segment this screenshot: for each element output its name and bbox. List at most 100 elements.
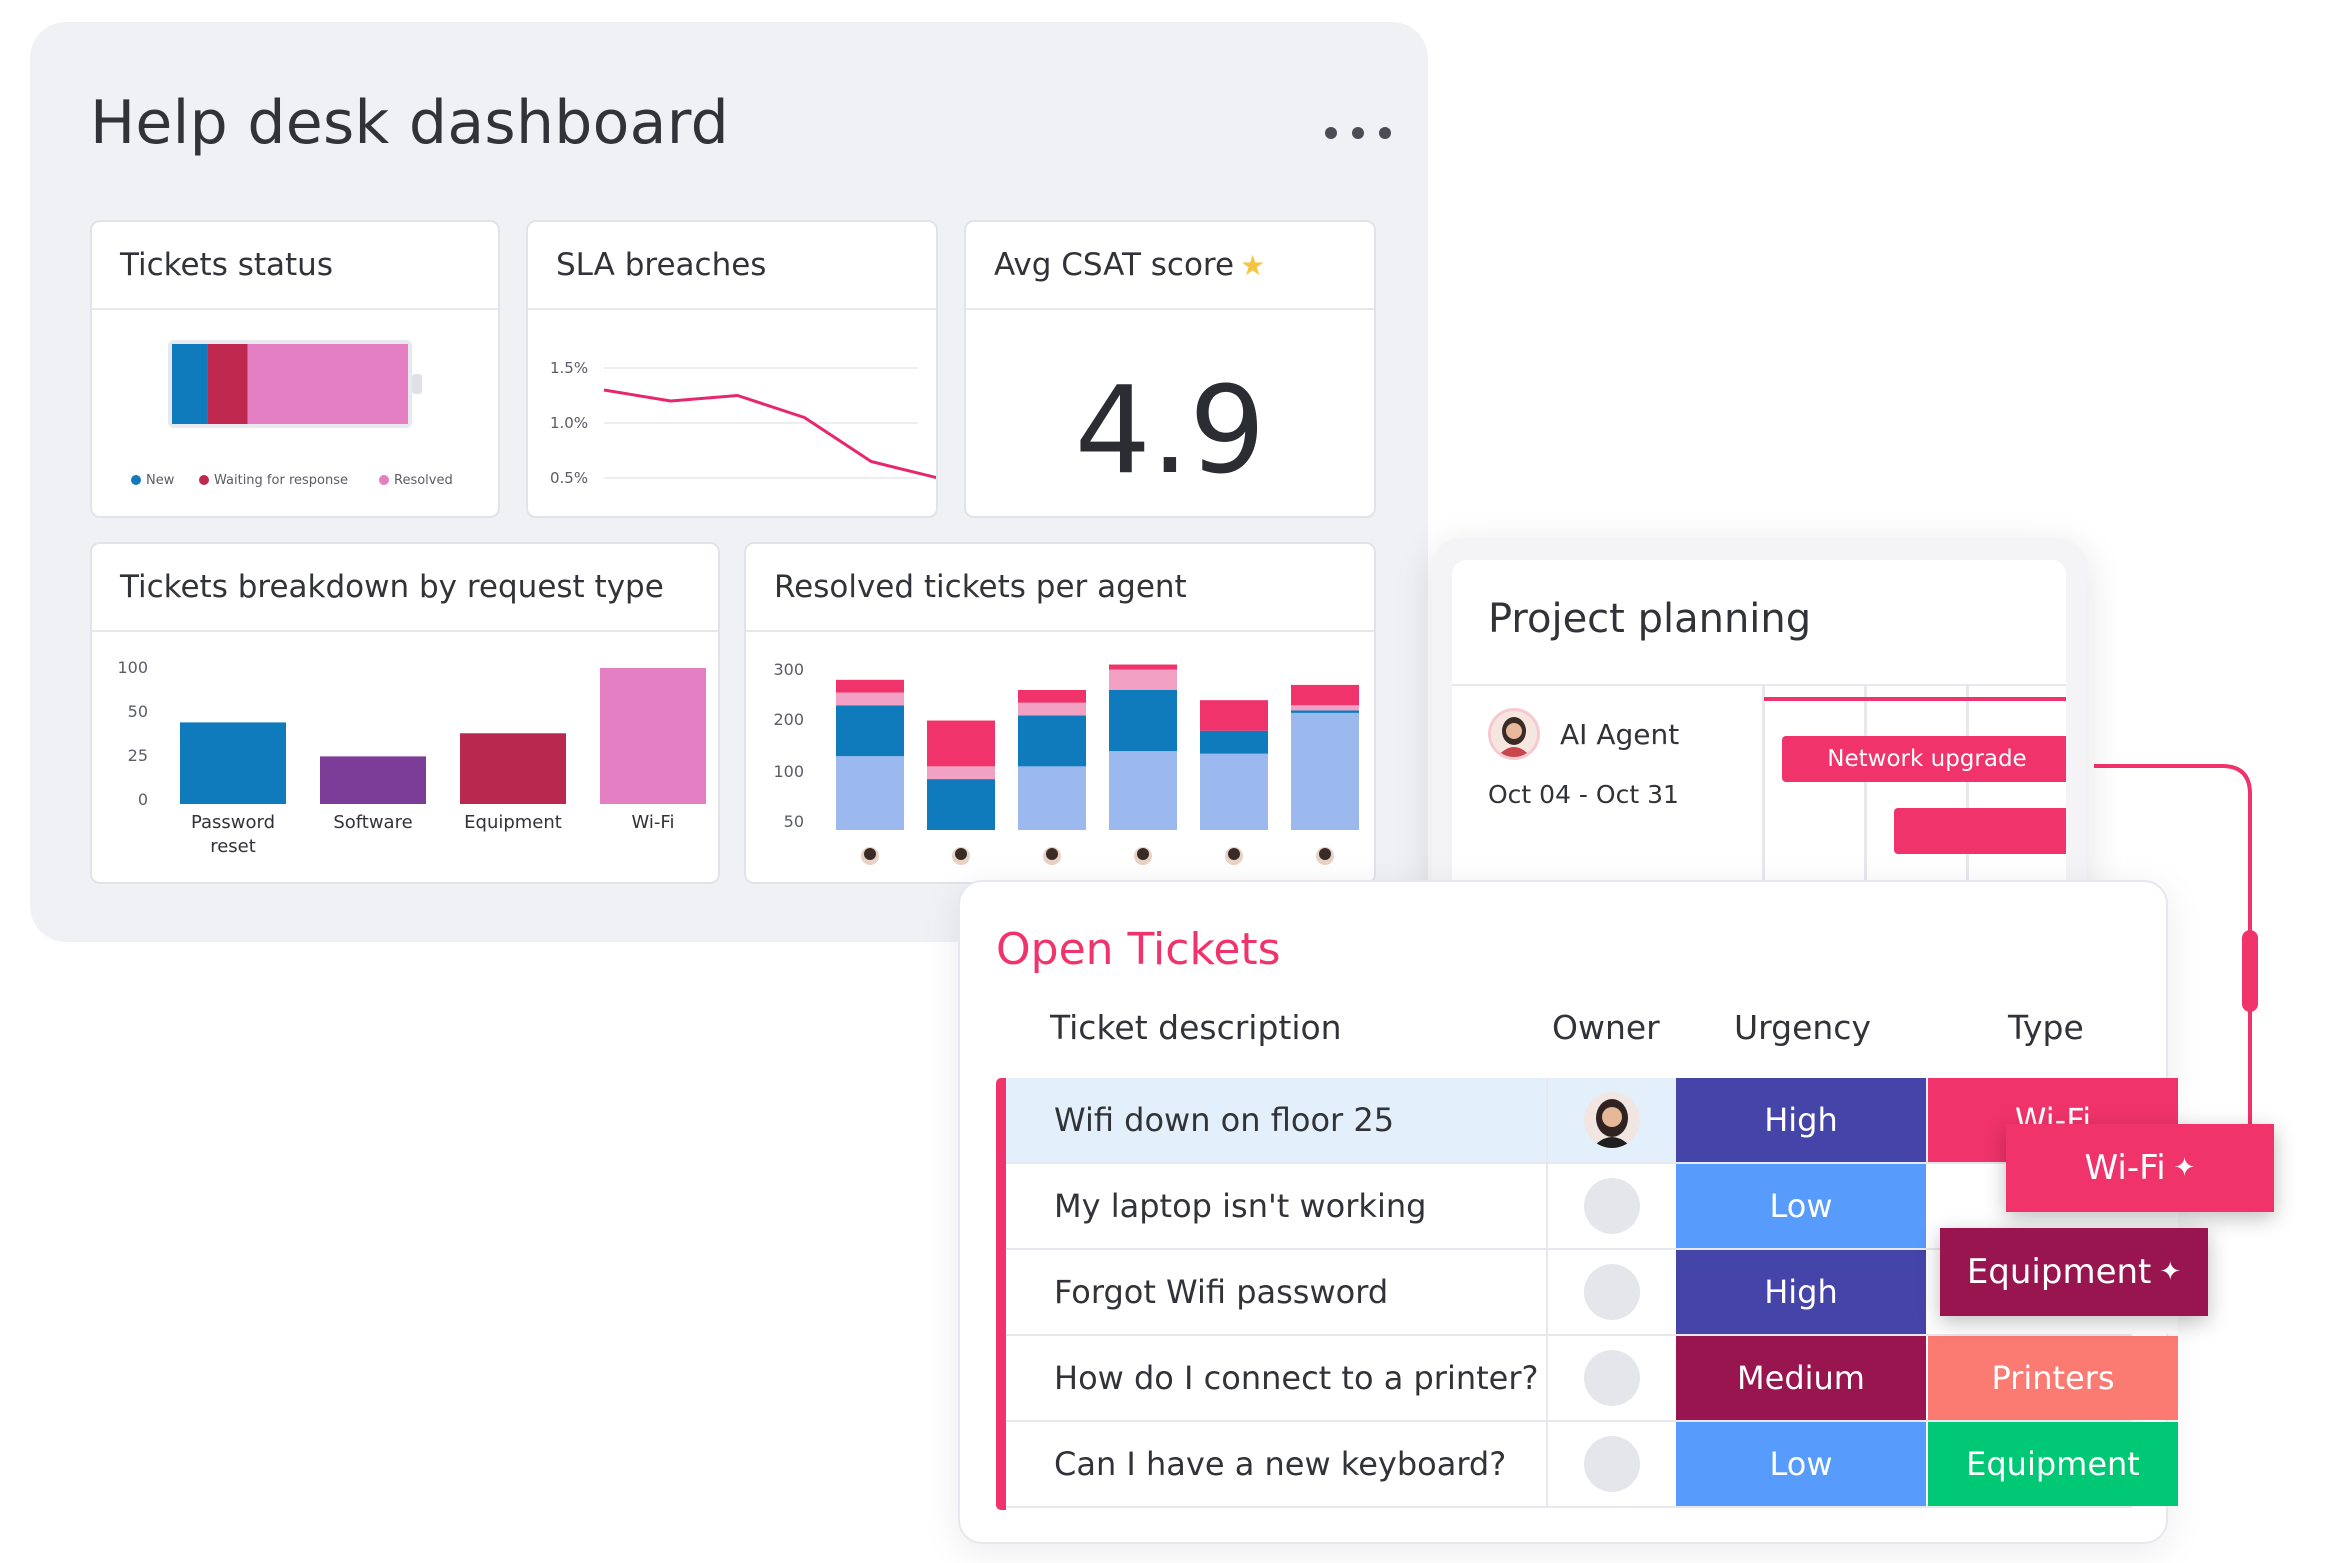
gantt-bar[interactable]: [1894, 808, 2066, 854]
owner-cell[interactable]: [1546, 1336, 1676, 1420]
bar: [320, 756, 426, 804]
gantt-bar-network-upgrade[interactable]: Network upgrade: [1782, 736, 2066, 782]
card-title: Tickets status: [92, 222, 498, 310]
urgency-status[interactable]: Medium: [1676, 1336, 1926, 1420]
agent-avatar-hair: [955, 848, 967, 860]
legend-label: Waiting for response: [214, 473, 348, 488]
stacked-segment: [836, 756, 904, 830]
ticket-description[interactable]: How do I connect to a printer?: [1054, 1359, 1539, 1397]
table-row[interactable]: Can I have a new keyboard? Low Equipment: [1006, 1422, 2178, 1508]
column-header-description[interactable]: Ticket description: [1050, 1008, 1342, 1047]
column-header-urgency[interactable]: Urgency: [1734, 1008, 1871, 1047]
project-planning-panel: Project planning AI Agent Oct 04 - Oct 3…: [1432, 538, 2086, 948]
y-tick-label: 50: [784, 812, 804, 831]
agent-avatar-hair: [864, 848, 876, 860]
y-tick-label: 1.0%: [550, 414, 588, 432]
stacked-segment: [1291, 710, 1359, 713]
card-title: SLA breaches: [528, 222, 936, 310]
bar: [600, 668, 706, 804]
y-tick-label: 25: [128, 746, 148, 765]
stacked-segment: [1200, 700, 1268, 731]
tag-label: Equipment: [1966, 1252, 2152, 1292]
csat-score: 4.9: [1074, 362, 1266, 501]
stacked-segment: [1200, 753, 1268, 830]
stacked-segment: [927, 720, 995, 767]
stacked-segment: [1018, 702, 1086, 716]
card-title: Resolved tickets per agent: [746, 544, 1374, 632]
stacked-segment: [927, 779, 995, 830]
column-header-type[interactable]: Type: [2008, 1008, 2084, 1047]
battery-cap: [412, 374, 422, 394]
x-tick-label: Password: [191, 812, 275, 833]
stacked-segment: [927, 766, 995, 780]
y-tick-label: 100: [773, 762, 804, 781]
sla-breaches-card[interactable]: SLA breaches 1.5% 1.0% 0.5%: [526, 220, 938, 518]
table-row[interactable]: How do I connect to a printer? Medium Pr…: [1006, 1336, 2178, 1422]
stacked-segment: [1291, 684, 1359, 706]
x-tick-label: Software: [333, 812, 412, 833]
gantt-gridline: [1966, 684, 1969, 922]
board-title: Open Tickets: [996, 924, 1281, 975]
owner-cell[interactable]: [1546, 1078, 1676, 1162]
more-options-icon[interactable]: [1325, 114, 1391, 152]
status-segment: [207, 344, 248, 424]
ticket-description[interactable]: My laptop isn't working: [1054, 1187, 1427, 1225]
stacked-segment: [836, 679, 904, 693]
resolved-per-agent-card[interactable]: Resolved tickets per agent 300 200 100 50: [744, 542, 1376, 884]
status-segment: [172, 344, 208, 424]
stacked-segment: [1018, 690, 1086, 703]
agent-avatar-hair: [1137, 848, 1149, 860]
agent-avatar-hair: [1046, 848, 1058, 860]
type-status[interactable]: Printers: [1928, 1336, 2178, 1420]
urgency-status[interactable]: Low: [1676, 1164, 1926, 1248]
tickets-breakdown-card[interactable]: Tickets breakdown by request type 100 50 2…: [90, 542, 720, 884]
project-planning-card[interactable]: Project planning AI Agent Oct 04 - Oct 3…: [1452, 560, 2066, 922]
stacked-segment: [1291, 712, 1359, 830]
card-title: Avg CSAT score: [994, 247, 1235, 283]
bar: [180, 722, 286, 804]
ai-tag-equipment[interactable]: Equipment ✦: [1940, 1228, 2208, 1316]
table-row[interactable]: Wifi down on floor 25 High Wi-Fi: [1006, 1078, 2178, 1164]
ticket-description[interactable]: Forgot Wifi password: [1054, 1273, 1389, 1311]
ai-agent-avatar: [1488, 708, 1540, 760]
ticket-description[interactable]: Can I have a new keyboard?: [1054, 1445, 1507, 1483]
stacked-segment: [1200, 730, 1268, 754]
y-tick-label: 0.5%: [550, 469, 588, 487]
dashboard-title: Help desk dashboard: [90, 88, 730, 158]
legend-dot: [379, 475, 389, 485]
owner-avatar: [1584, 1092, 1640, 1148]
urgency-status[interactable]: Low: [1676, 1422, 1926, 1506]
y-tick-label: 100: [117, 658, 148, 677]
bar: [460, 733, 566, 804]
tickets-status-card[interactable]: Tickets status New Waiting for response Re…: [90, 220, 500, 518]
x-tick-label: reset: [210, 836, 256, 857]
agent-stacked-chart: 300 200 100 50: [773, 660, 1359, 865]
card-title: Tickets breakdown by request type: [92, 544, 718, 632]
tag-label: Wi-Fi: [2084, 1148, 2166, 1188]
empty-owner-avatar: [1584, 1264, 1640, 1320]
open-tickets-board: Open Tickets Ticket description Owner Ur…: [958, 880, 2178, 1544]
gantt-bar-label: Network upgrade: [1827, 746, 2027, 772]
owner-cell[interactable]: [1546, 1422, 1676, 1506]
owner-cell[interactable]: [1546, 1250, 1676, 1334]
ticket-description[interactable]: Wifi down on floor 25: [1054, 1101, 1395, 1139]
stacked-segment: [1109, 669, 1177, 690]
type-status[interactable]: Equipment: [1928, 1422, 2178, 1506]
stacked-segment: [1109, 751, 1177, 830]
owner-cell[interactable]: [1546, 1164, 1676, 1248]
urgency-status[interactable]: High: [1676, 1250, 1926, 1334]
gantt-timeline: [1764, 697, 2066, 701]
sparkle-icon: ✦: [2173, 1153, 2196, 1183]
stacked-segment: [1109, 690, 1177, 752]
empty-owner-avatar: [1584, 1350, 1640, 1406]
urgency-status[interactable]: High: [1676, 1078, 1926, 1162]
tickets-status-chart: New Waiting for response Resolved: [131, 340, 453, 488]
column-header-owner[interactable]: Owner: [1552, 1008, 1660, 1047]
csat-card[interactable]: Avg CSAT score ★ 4.9: [964, 220, 1376, 518]
agent-name: AI Agent: [1560, 718, 1680, 751]
gantt-gridline: [1864, 684, 1867, 922]
x-tick-label: Wi-Fi: [632, 812, 675, 833]
x-tick-label: Equipment: [464, 812, 562, 833]
sla-line: [603, 388, 936, 480]
ai-tag-wifi[interactable]: Wi-Fi ✦: [2006, 1124, 2274, 1212]
